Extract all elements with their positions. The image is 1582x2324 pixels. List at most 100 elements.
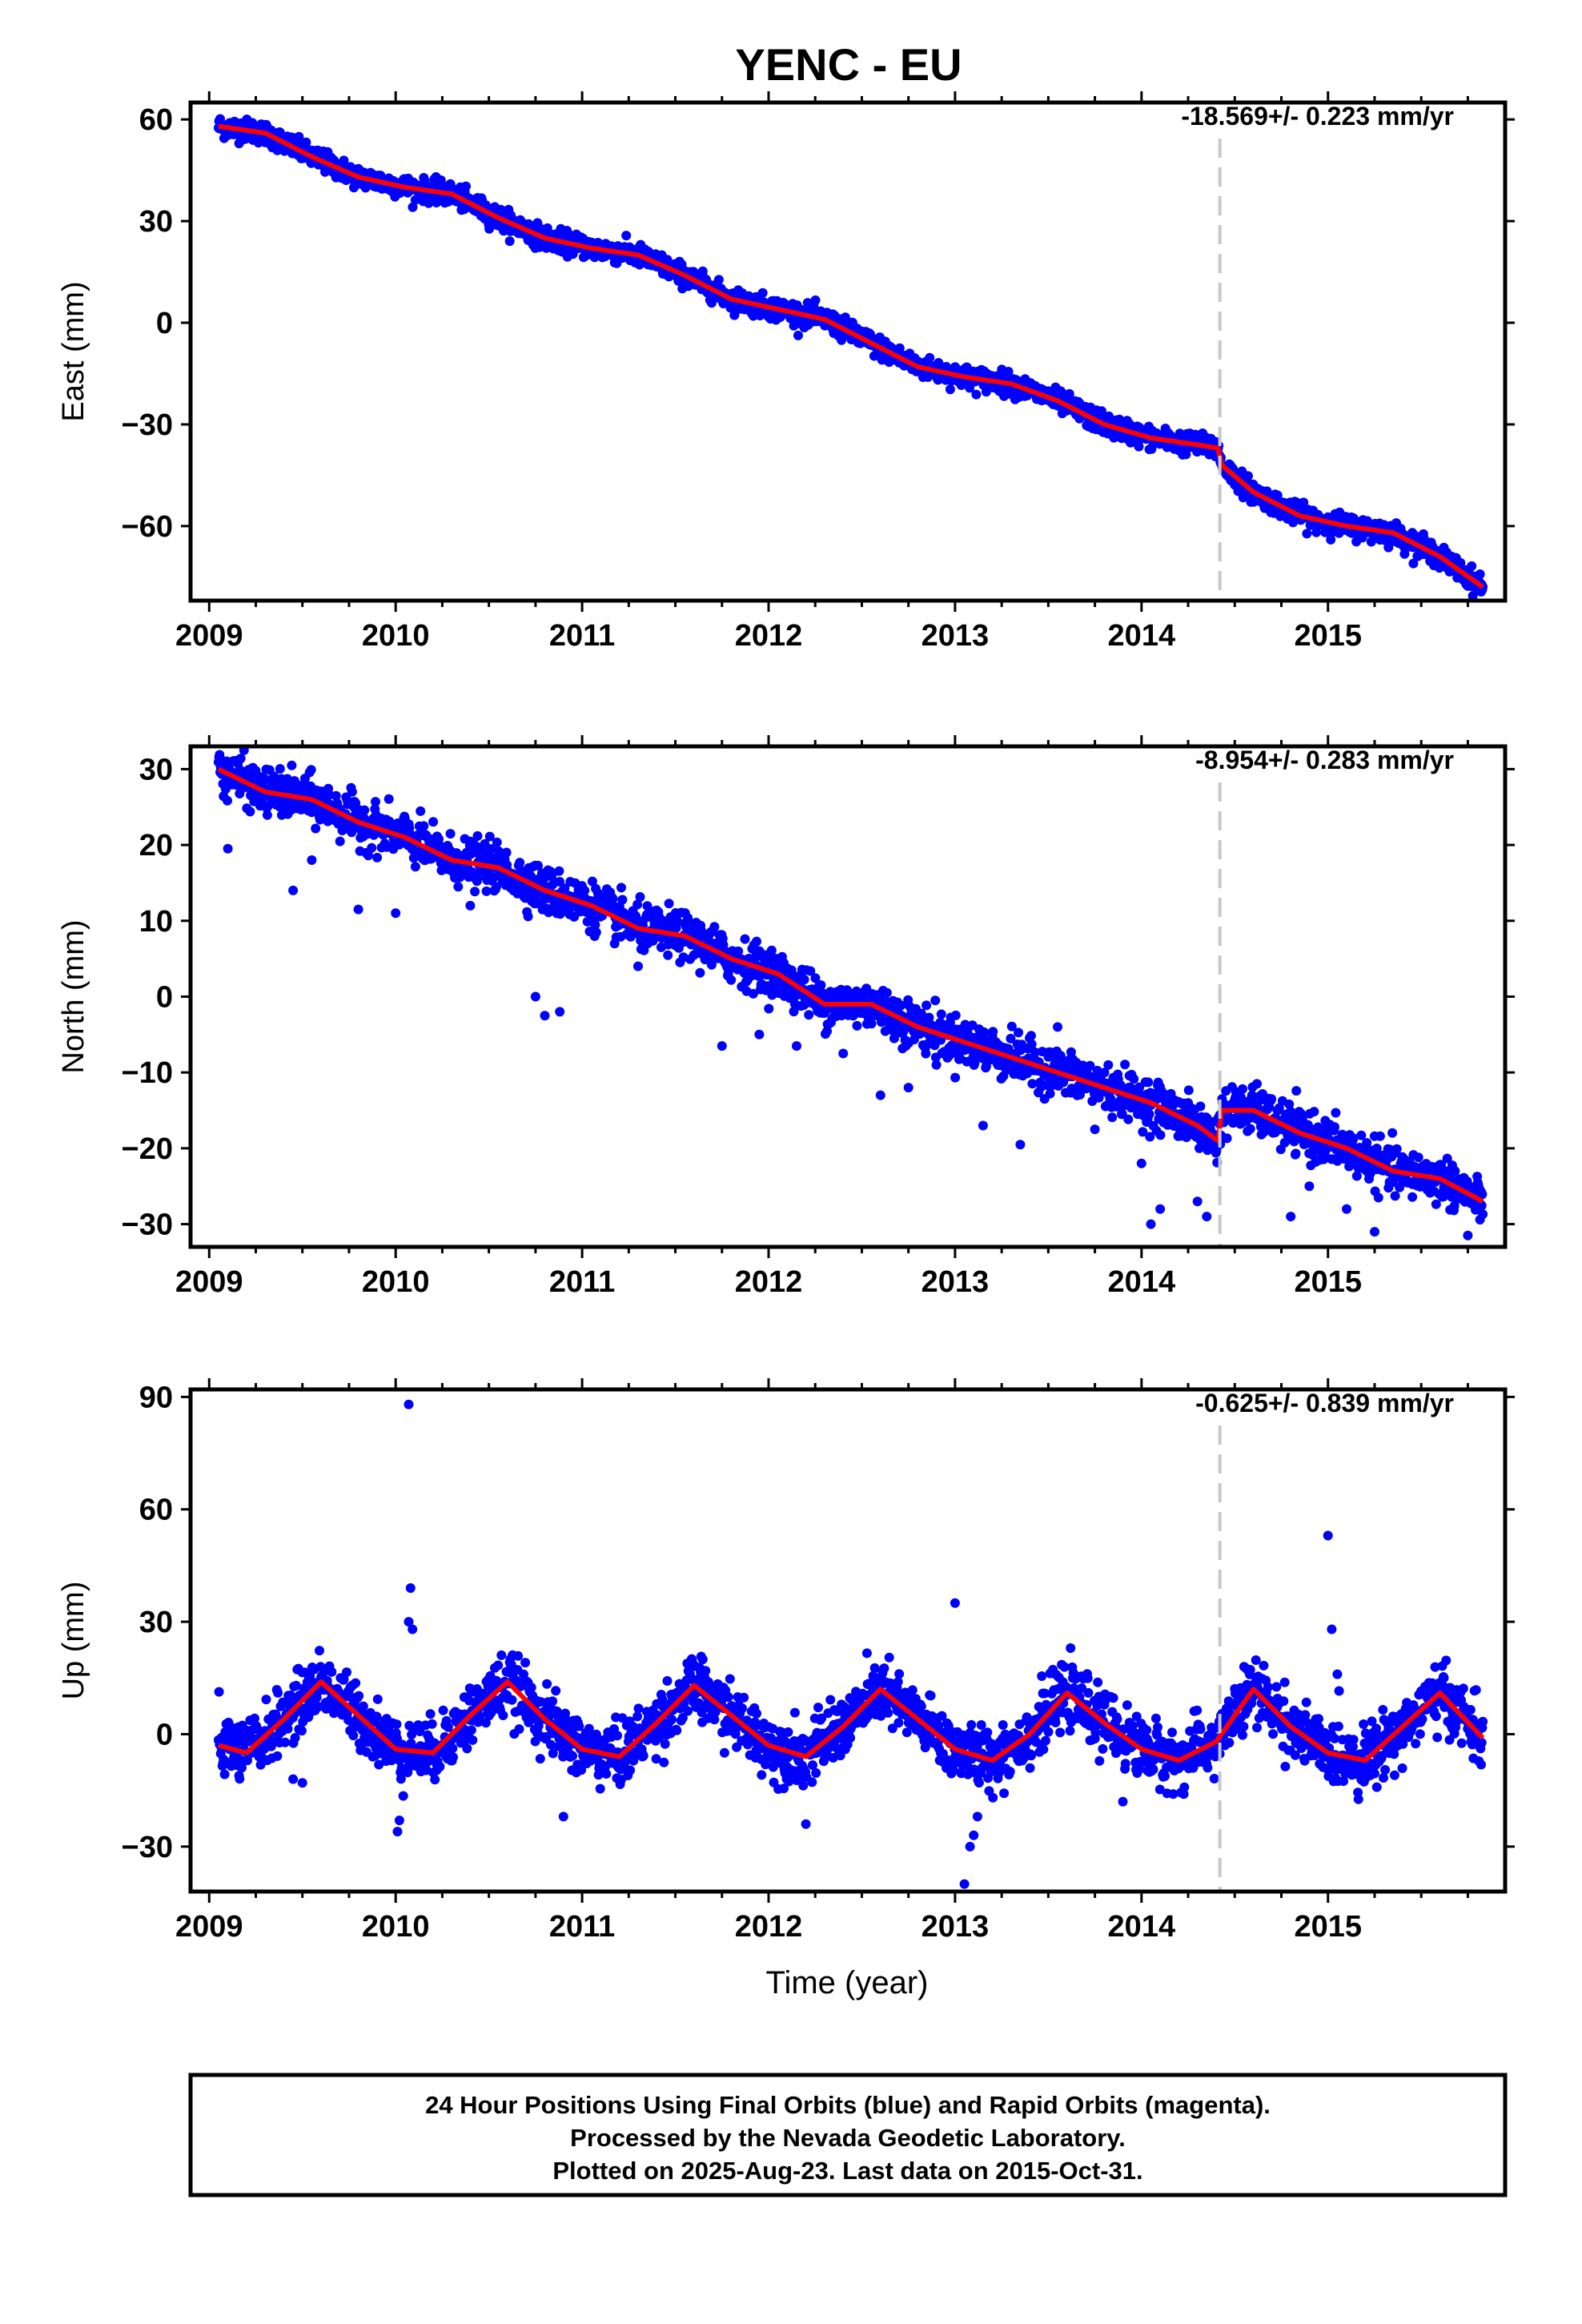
east-point — [793, 330, 803, 340]
north-point — [472, 830, 483, 841]
up-point — [272, 1751, 283, 1761]
east-x-tick-label: 2009 — [175, 619, 243, 653]
north-point — [1222, 1133, 1232, 1144]
north-point — [1373, 1192, 1383, 1203]
north-point — [1045, 1088, 1055, 1099]
east-point — [894, 343, 905, 353]
north-outlier-point — [1342, 1204, 1351, 1214]
east-point — [1302, 529, 1312, 539]
up-point — [219, 1769, 230, 1779]
north-point — [663, 950, 673, 960]
north-point — [799, 975, 809, 985]
north-point — [988, 1027, 998, 1037]
north-point — [1107, 1112, 1118, 1123]
east-x-tick-label: 2015 — [1294, 619, 1362, 653]
north-outlier-point — [1090, 1124, 1100, 1135]
north-outlier-point — [1202, 1212, 1212, 1222]
north-point — [726, 975, 737, 985]
north-point — [445, 829, 456, 839]
north-point — [970, 1058, 980, 1068]
north-point — [950, 1072, 961, 1083]
north-point — [245, 806, 255, 817]
east-point — [461, 181, 471, 191]
north-x-tick-label: 2014 — [1108, 1265, 1176, 1299]
north-point — [1143, 1077, 1154, 1088]
north-outlier-point — [903, 1083, 913, 1093]
east-y-tick-label: −30 — [122, 408, 173, 442]
east-x-tick-label: 2014 — [1108, 619, 1176, 653]
north-outlier-point — [633, 961, 643, 971]
up-point — [235, 1774, 245, 1784]
north-outlier-point — [754, 1029, 765, 1039]
north-outlier-point — [1304, 1181, 1315, 1192]
east-point — [408, 202, 418, 212]
north-point — [616, 883, 626, 893]
north-point — [1291, 1148, 1301, 1159]
north-outlier-point — [978, 1120, 988, 1131]
east-x-tick-label: 2013 — [921, 619, 990, 653]
north-point — [1245, 1124, 1255, 1134]
north-outlier-point — [1370, 1227, 1379, 1237]
north-point — [359, 805, 370, 815]
north-outlier-point — [717, 1041, 727, 1051]
north-point — [979, 1027, 990, 1037]
north-x-tick-label: 2011 — [549, 1265, 615, 1299]
up-point — [261, 1695, 271, 1705]
east-y-tick-label: −60 — [122, 510, 173, 544]
north-point — [1413, 1152, 1423, 1163]
north-points — [213, 745, 1488, 1240]
east-y-axis-label: East (mm) — [57, 281, 90, 421]
north-point — [816, 980, 826, 991]
north-outlier-point — [288, 885, 299, 895]
east-point — [706, 298, 717, 308]
north-point — [1375, 1131, 1385, 1141]
north-point — [1478, 1209, 1488, 1220]
north-point — [383, 794, 394, 804]
north-point — [306, 765, 316, 775]
east-point — [484, 223, 495, 234]
east-y-tick-label: 30 — [139, 205, 173, 239]
east-point — [713, 275, 724, 285]
north-outlier-point — [792, 1041, 801, 1051]
north-point — [1330, 1122, 1339, 1132]
east-point — [925, 352, 935, 363]
north-point — [1026, 1031, 1036, 1041]
north-outlier-point — [391, 908, 401, 919]
east-point — [1243, 471, 1253, 481]
north-point — [709, 922, 720, 932]
north-outlier-point — [1155, 1204, 1166, 1214]
north-outlier-point — [353, 904, 363, 915]
north-y-tick-label: 0 — [156, 981, 173, 1015]
east-point — [757, 287, 768, 298]
north-point — [930, 995, 941, 1006]
north-point — [1362, 1138, 1372, 1148]
north-point — [1195, 1101, 1206, 1112]
north-outlier-point — [540, 1011, 550, 1021]
north-point — [419, 821, 429, 831]
north-outlier-point — [1463, 1230, 1473, 1240]
north-point — [347, 786, 357, 797]
north-point — [223, 795, 232, 806]
north-outlier-point — [465, 900, 476, 911]
north-point — [1144, 1109, 1154, 1120]
north-point — [635, 892, 645, 902]
east-point — [294, 131, 304, 142]
north-point — [523, 911, 533, 922]
up-point — [296, 1726, 307, 1736]
north-x-tick-label: 2010 — [362, 1265, 430, 1299]
north-x-tick-label: 2012 — [735, 1265, 803, 1299]
north-point — [1183, 1085, 1194, 1096]
north-point — [1291, 1086, 1302, 1096]
north-point — [262, 810, 272, 820]
north-point — [372, 852, 383, 862]
north-point — [515, 858, 525, 868]
north-point — [311, 823, 321, 834]
north-outlier-point — [931, 1059, 942, 1070]
east-x-tick-label: 2010 — [362, 619, 430, 653]
east-rate-label: -18.569+/- 0.223 mm/yr — [1181, 102, 1454, 131]
north-point — [1252, 1079, 1262, 1089]
north-outlier-point — [307, 855, 317, 865]
